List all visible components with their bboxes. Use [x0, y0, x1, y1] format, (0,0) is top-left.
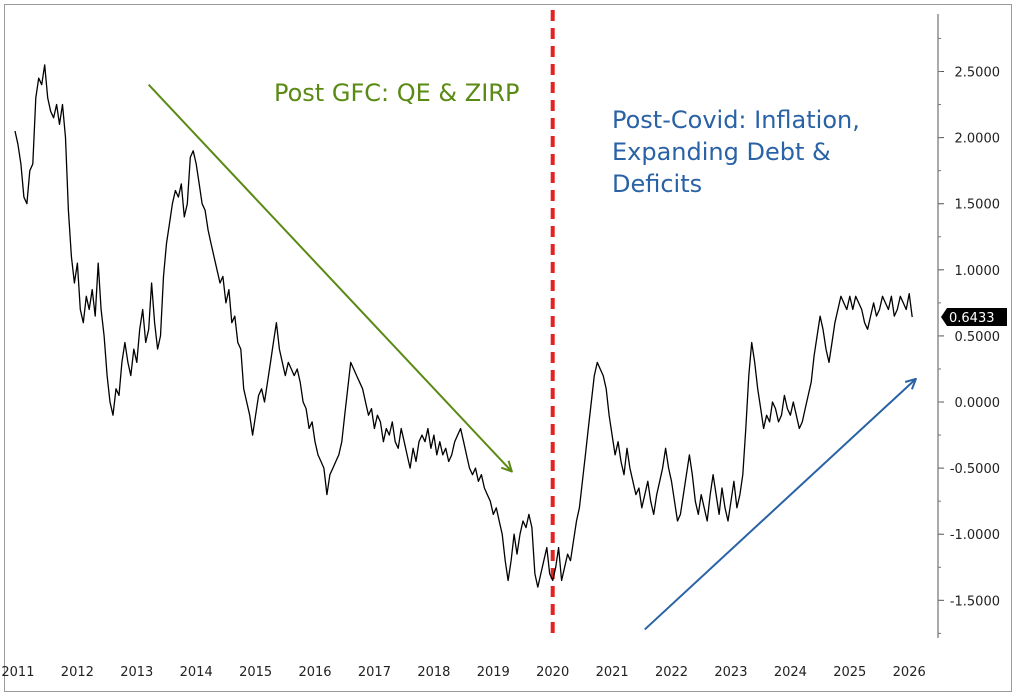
- x-tick-label: 2017: [358, 665, 391, 680]
- y-tick-label: 0.0000: [955, 396, 1001, 411]
- x-tick-label: 2023: [714, 665, 747, 680]
- x-tick-label: 2012: [61, 665, 94, 680]
- downtrend-arrow: [147, 84, 511, 471]
- x-tick-label: 2014: [180, 665, 213, 680]
- x-tick-label: 2015: [239, 665, 272, 680]
- x-tick-label: 2019: [477, 665, 510, 680]
- y-axis-tick-labels: 2.5000 2.0000 1.5000 1.0000 0.5000 0.0000 -0.5…: [950, 65, 1000, 609]
- x-tick-label: 2013: [120, 665, 153, 680]
- y-axis-ticks: [938, 37, 944, 634]
- x-tick-label: 2020: [536, 665, 569, 680]
- y-tick-label: -1.0000: [950, 528, 1000, 543]
- y-tick-label: 0.5000: [955, 330, 1001, 345]
- y-tick-label: 2.0000: [955, 132, 1001, 147]
- uptrend-arrow: [644, 380, 915, 631]
- y-tick-label: -0.5000: [950, 462, 1000, 477]
- annotation-post-gfc: Post GFC: QE & ZIRP: [274, 79, 519, 107]
- y-tick-label: 2.5000: [955, 65, 1001, 80]
- chart-frame: [4, 4, 1012, 692]
- last-value-badge: 0.6433: [941, 307, 1007, 326]
- x-tick-label: 2022: [655, 665, 688, 680]
- y-tick-label: 1.5000: [955, 198, 1001, 213]
- x-tick-label: 2026: [893, 665, 926, 680]
- x-tick-label: 2016: [298, 665, 331, 680]
- x-tick-label: 2024: [774, 665, 807, 680]
- annotation-post-covid: Post-Covid: Inflation, Expanding Debt & …: [612, 106, 868, 198]
- x-tick-label: 2018: [417, 665, 450, 680]
- x-tick-label: 2025: [833, 665, 866, 680]
- last-value-label: 0.6433: [949, 311, 995, 326]
- x-tick-label: 2021: [596, 665, 629, 680]
- x-tick-label: 2011: [1, 665, 34, 680]
- y-tick-label: -1.5000: [950, 594, 1000, 609]
- x-axis-tick-labels: 2011 2012 2013 2014 2015 2016 2017 2018 2019 2020…: [1, 665, 925, 680]
- series-line: [14, 64, 913, 588]
- y-tick-label: 1.0000: [955, 264, 1001, 279]
